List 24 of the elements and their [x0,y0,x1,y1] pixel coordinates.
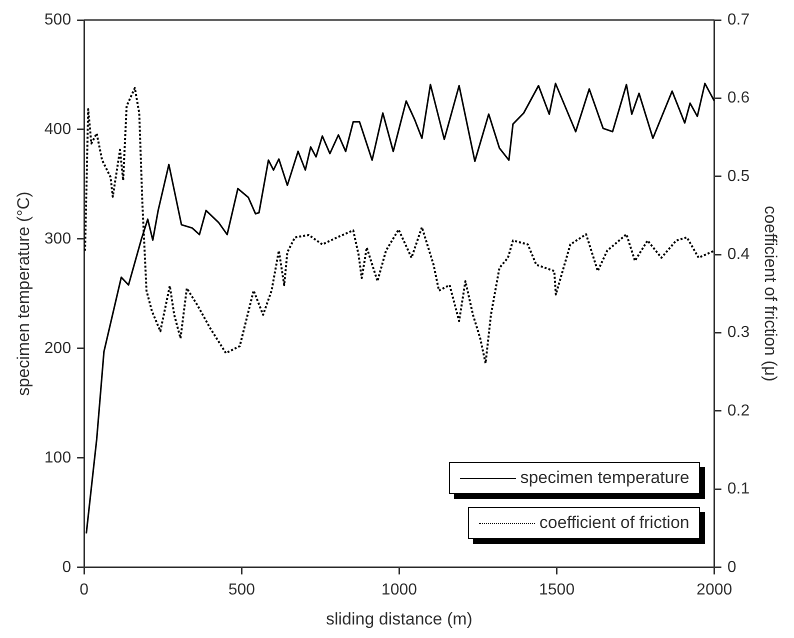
legend-label: specimen temperature [520,468,690,488]
x-tick-label: 500 [228,581,256,598]
y-tick-label: 0 [62,558,72,576]
x-tick-label: 2000 [696,581,732,598]
legend-label: coefficient of friction [539,513,690,534]
y-tick-label: 200 [44,340,72,357]
x-tick-label: 1500 [538,581,575,598]
x-tick-label: 0 [80,581,89,598]
y2-tick-label: 0.1 [727,480,750,498]
y2-tick-label: 0.3 [727,324,750,342]
y2-tick-label: 0.2 [727,402,750,420]
y2-axis-title: coefficient of friction (μ) [761,206,780,382]
y2-tick-label: 0.5 [727,168,750,185]
y-tick-label: 400 [44,120,72,138]
y2-tick-label: 0 [727,558,736,576]
y2-tick-label: 0.4 [727,246,750,264]
y-tick-label: 500 [44,11,72,28]
y2-tick-label: 0.7 [727,11,750,28]
y-tick-label: 100 [44,449,72,466]
y-tick-label: 300 [44,230,72,248]
x-axis-title: sliding distance (m) [326,609,472,628]
x-tick-label: 1000 [381,581,418,598]
y-axis-title: specimen temperature (°C) [14,192,33,396]
y2-tick-label: 0.6 [727,90,750,107]
